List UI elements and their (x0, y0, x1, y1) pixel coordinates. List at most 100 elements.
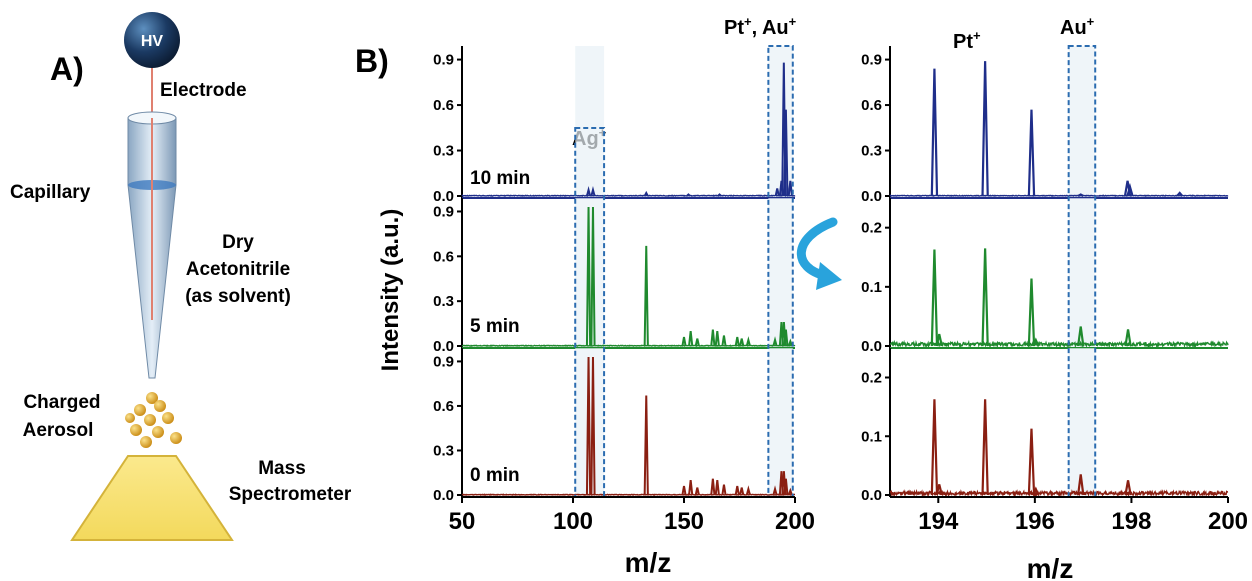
spectrum-peak (1077, 326, 1085, 347)
spectrum-peak (585, 186, 592, 197)
y-tick-label: 0.3 (433, 143, 454, 160)
solvent-label-line2: Acetonitrile (186, 259, 291, 280)
x-tick-label: 50 (449, 508, 476, 535)
y-tick-label: 0.0 (433, 188, 454, 205)
x-axis-label-full: m/z (625, 547, 672, 578)
spectrum-baseline (889, 194, 1229, 197)
series-label: 0 min (470, 465, 520, 486)
zoom-arrow-head-icon (816, 262, 842, 290)
spectrum-baseline (461, 493, 795, 497)
spectrum-peak (935, 333, 943, 347)
y-tick-label: 0.1 (861, 279, 882, 296)
panel-a-schematic: A) HV Electrode Capillary Dry Acetonitri… (10, 12, 352, 541)
highlight-box (767, 45, 794, 498)
spectrum-peak (694, 338, 700, 347)
spectrum-peak (787, 338, 793, 347)
spectrum-peak (1027, 278, 1036, 347)
ms-label-line1: Mass (258, 458, 306, 479)
spectrum-baseline (462, 344, 796, 348)
electrode-label: Electrode (160, 80, 247, 101)
spectrum-peak (787, 180, 793, 197)
spectrum-peak (783, 478, 789, 496)
spectrum-peak (734, 485, 740, 496)
chart-zoom-range: 0.0 0.3 0.6 0.9 0.0 0.1 0.2 0.0 0.1 0.2 194 196 198 2… (861, 45, 1248, 535)
spectrum-peak (787, 487, 793, 496)
spectrum-peak (745, 485, 751, 496)
spectrum-peak (783, 109, 789, 197)
y-tick-label: 0.6 (433, 398, 454, 415)
spectrum-baseline (889, 339, 1229, 349)
capillary (127, 111, 177, 379)
spectrum-peak (643, 190, 649, 197)
spectrum-peak (714, 330, 720, 347)
mass-spectrometer-icon (70, 455, 234, 541)
panel-b-label: B) (355, 43, 389, 79)
x-tick-label: 200 (775, 508, 815, 535)
x-tick-label: 196 (1015, 508, 1055, 535)
y-tick-label: 0.2 (861, 220, 882, 237)
spectrum-peak (935, 484, 943, 496)
y-tick-label: 0.9 (433, 203, 454, 220)
capillary-label: Capillary (10, 182, 91, 203)
spectrum-peak (734, 336, 740, 347)
series-label: 10 min (470, 168, 530, 189)
spectrum-peak (981, 61, 989, 197)
x-axis-label-zoom: m/z (1027, 553, 1074, 581)
spectrum-peak (590, 206, 596, 347)
spectrum-peak (681, 336, 687, 347)
spectrum-peak (681, 485, 687, 496)
spectrum-peak (1077, 474, 1085, 496)
x-tick-label: 200 (1208, 508, 1248, 535)
hv-label: HV (141, 33, 164, 50)
aerosol-label-line1: Charged (23, 392, 100, 413)
y-tick-label: 0.0 (861, 487, 882, 504)
spectrum-peak (745, 336, 751, 347)
spectrum-baseline (461, 194, 796, 198)
spectrum-peak (688, 330, 694, 347)
spectrum-peak (585, 206, 592, 347)
spectrum-peak (1176, 191, 1184, 197)
spectrum-peak (694, 487, 700, 496)
y-tick-label: 0.9 (433, 353, 454, 370)
charged-aerosol-droplets (125, 392, 182, 448)
spectrum-peak (930, 399, 939, 496)
spectrum-peak (981, 248, 989, 347)
spectrum-peak (1124, 480, 1132, 496)
spectrum-peak (774, 188, 780, 197)
panel-a-label: A) (50, 51, 84, 87)
y-tick-label: 0.0 (433, 487, 454, 504)
x-tick-label: 194 (918, 508, 959, 535)
spectrum-peak (772, 485, 778, 496)
solvent-label-line3: (as solvent) (185, 286, 291, 307)
spectrum-peak (739, 338, 745, 347)
y-tick-label: 0.3 (861, 143, 882, 160)
spectrum-peak (721, 484, 727, 496)
spectrum-peak (710, 329, 716, 347)
y-tick-label: 0.6 (433, 248, 454, 265)
y-tick-label: 0.9 (433, 52, 454, 69)
highlight-fill (575, 46, 605, 198)
aerosol-label-line2: Aerosol (23, 420, 94, 441)
spectrum-peak (590, 356, 596, 496)
y-axis-label: Intensity (a.u.) (377, 209, 404, 372)
y-tick-label: 0.3 (433, 442, 454, 459)
spectrum-peak (1126, 182, 1134, 197)
y-tick-label: 0.6 (433, 97, 454, 114)
spectrum-peak (643, 245, 649, 347)
pt-zoom-label: Pt+ (953, 28, 981, 53)
y-tick-label: 0.0 (433, 338, 454, 355)
spectrum-peak (585, 356, 592, 496)
x-tick-label: 100 (553, 508, 593, 535)
highlight-fill (1068, 348, 1096, 497)
spectrum-peak (1027, 428, 1036, 496)
spectrum-baseline (889, 488, 1229, 498)
y-tick-label: 0.0 (861, 188, 882, 205)
y-tick-label: 0.1 (861, 428, 882, 445)
spectrum-peak (717, 193, 722, 197)
y-tick-label: 0.3 (433, 293, 454, 310)
highlight-fill (1068, 46, 1096, 198)
spectrum-peak (1032, 486, 1040, 496)
